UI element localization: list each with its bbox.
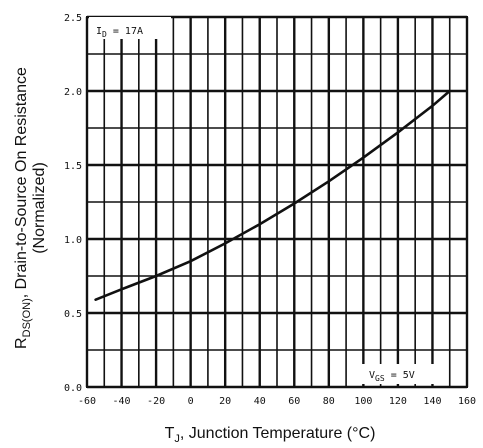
- id-annotation-box: [89, 17, 171, 39]
- y-tick-label: 1.0: [64, 235, 82, 246]
- y-tick-label: 2.5: [64, 13, 82, 24]
- y-tick-label: 0.0: [64, 383, 82, 394]
- id-annotation: ID = 17A: [96, 26, 143, 39]
- y-tick-label: 2.0: [64, 87, 82, 98]
- x-tick-label: 20: [219, 396, 231, 407]
- x-axis-label: TJ, Junction Temperature (°C): [165, 425, 376, 445]
- x-tick-label: -60: [78, 396, 96, 407]
- chart-grid: [85, 15, 469, 389]
- x-tick-label: 60: [288, 396, 300, 407]
- x-tick-label: 0: [188, 396, 194, 407]
- y-tick-label: 0.5: [64, 309, 82, 320]
- vgs-annotation: VGS = 5V: [369, 370, 415, 383]
- plot-frame: [86, 16, 468, 388]
- x-tick-labels: -60 -40 -20 0 20 40 60 80 100 120 140 160: [78, 396, 476, 407]
- y-axis-label: RDS(ON), Drain-to-Source On Resistance: [13, 67, 33, 349]
- x-tick-label: 140: [423, 396, 441, 407]
- x-tick-label: 40: [254, 396, 266, 407]
- x-tick-label: 120: [389, 396, 407, 407]
- x-tick-label: 100: [354, 396, 372, 407]
- x-tick-label: -20: [147, 396, 165, 407]
- x-tick-label: 80: [323, 396, 335, 407]
- x-tick-label: 160: [458, 396, 476, 407]
- series-line: [94, 89, 451, 301]
- y-tick-labels: 0.0 0.5 1.0 1.5 2.0 2.5: [64, 13, 82, 394]
- vgs-annotation-box: [358, 364, 444, 384]
- x-tick-label: -40: [113, 396, 131, 407]
- y-axis-label-line2: (Normalized): [31, 162, 48, 254]
- y-tick-label: 1.5: [64, 161, 82, 172]
